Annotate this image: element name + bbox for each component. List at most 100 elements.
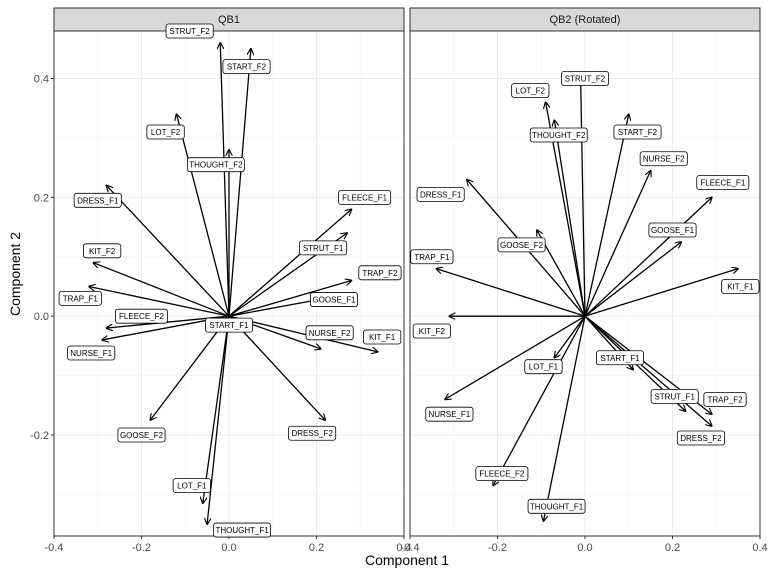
x-tick-label: 0.0	[577, 542, 592, 554]
label-box	[596, 350, 645, 366]
loading-label: START_F2	[222, 59, 271, 75]
loading-label: STRUT_F2	[165, 23, 214, 39]
loading-label: TRAP_F1	[410, 249, 454, 265]
loading-label: STRUT_F2	[561, 71, 610, 86]
x-tick-label: 0.4	[396, 542, 411, 554]
label-text: GOOSE_F1	[312, 296, 356, 305]
label-text: KIT_F1	[727, 282, 754, 291]
x-tick-label: -0.2	[132, 542, 151, 554]
loading-arrow	[177, 114, 230, 317]
loading-label: KIT_F1	[721, 279, 760, 294]
loading-label: LOT_F1	[172, 478, 211, 493]
loading-arrow	[584, 114, 629, 317]
label-text: NURSE_F1	[428, 410, 470, 419]
label-text: FLEECE_F2	[119, 312, 164, 321]
label-box	[146, 124, 185, 140]
label-text: START_F1	[209, 321, 249, 330]
label-box	[650, 388, 699, 404]
loading-arrow	[554, 315, 586, 358]
label-text: TRAP_F2	[707, 395, 743, 404]
loading-label: START_F1	[596, 350, 645, 366]
label-box	[67, 345, 116, 361]
label-box	[721, 279, 760, 294]
loading-label: GOOSE_F2	[497, 237, 546, 253]
loading-label: LOT_F2	[146, 124, 185, 140]
x-tick-label: 0.2	[309, 542, 324, 554]
label-box	[204, 317, 253, 333]
label-text: THOUGHT_F2	[532, 131, 586, 140]
label-box	[363, 329, 402, 345]
x-axis-title: Component 1	[365, 552, 449, 568]
loading-arrow	[228, 315, 325, 420]
label-text: LOT_F1	[529, 363, 559, 372]
label-text: NURSE_F2	[309, 329, 351, 338]
loading-label: FLEECE_F1	[696, 175, 750, 190]
loading-arrow	[203, 316, 230, 503]
loading-label: FLEECE_F2	[115, 308, 168, 324]
label-box	[497, 237, 546, 253]
x-tick-label: -0.4	[401, 542, 420, 554]
x-tick-label: -0.4	[45, 542, 64, 554]
label-text: TRAP_F1	[414, 253, 450, 262]
label-box	[425, 406, 474, 422]
loading-label: START_F1	[204, 317, 253, 333]
loading-label: DRESS_F1	[416, 186, 465, 202]
label-text: KIT_F2	[89, 247, 116, 256]
label-box	[115, 308, 168, 324]
label-box	[309, 292, 358, 307]
facet-title: QB1	[218, 14, 240, 26]
loading-arrow	[554, 120, 586, 317]
loading-label: DRESS_F1	[73, 192, 122, 208]
label-text: FLEECE_F2	[479, 470, 524, 479]
loading-label: KIT_F2	[83, 243, 122, 259]
loading-arrow	[584, 315, 712, 426]
loading-arrow	[228, 298, 325, 317]
label-text: LOT_F2	[516, 86, 546, 95]
label-box	[613, 124, 662, 140]
label-text: START_F1	[600, 354, 640, 363]
label-text: STRUT_F1	[303, 244, 344, 253]
label-box	[222, 59, 271, 75]
label-text: KIT_F2	[419, 327, 446, 336]
loading-label: THOUGHT_F1	[527, 498, 586, 514]
loading-label: GOOSE_F1	[309, 292, 358, 307]
loading-arrow	[150, 315, 230, 420]
loading-label: NURSE_F1	[67, 345, 116, 361]
label-text: LOT_F2	[151, 128, 181, 137]
y-axis-title: Component 2	[7, 232, 23, 316]
label-text: STRUT_F2	[169, 27, 210, 36]
loading-arrow	[584, 197, 712, 317]
label-text: DRESS_F1	[77, 196, 119, 205]
loading-label: DRESS_F2	[288, 425, 337, 441]
label-text: STRUT_F2	[565, 75, 606, 84]
loading-arrow	[493, 315, 586, 485]
panel-2: QB2 (Rotated) -0.4 -0.2 0.0 0.2 0.4 STRUT_F2 LO…	[401, 7, 768, 554]
label-box	[511, 83, 550, 98]
loading-label: FLEECE_F2	[475, 466, 529, 482]
label-text: NURSE_F2	[643, 155, 685, 164]
loading-label: LOT_F2	[511, 83, 550, 98]
loading-arrow	[445, 315, 586, 399]
loading-label: FLEECE_F1	[338, 189, 392, 205]
loading-arrow	[228, 209, 352, 317]
loading-arrow	[89, 286, 230, 317]
label-text: GOOSE_F2	[500, 241, 544, 250]
label-box	[475, 466, 529, 482]
x-tick-label: -0.2	[488, 542, 507, 554]
x-tick-label: 0.2	[665, 542, 680, 554]
label-box	[186, 157, 245, 173]
label-box	[696, 175, 750, 190]
loading-label: TRAP_F1	[58, 290, 102, 306]
label-text: START_F2	[618, 128, 658, 137]
loading-arrow	[107, 185, 230, 317]
label-box	[703, 391, 747, 407]
loading-arrow	[228, 49, 251, 317]
label-text: GOOSE_F2	[120, 431, 164, 440]
loading-arrow	[228, 281, 352, 317]
label-box	[58, 290, 102, 306]
label-text: THOUGHT_F2	[189, 161, 243, 170]
loading-label: DRESS_F2	[676, 430, 725, 446]
label-box	[527, 498, 586, 514]
loading-arrow	[543, 316, 586, 521]
